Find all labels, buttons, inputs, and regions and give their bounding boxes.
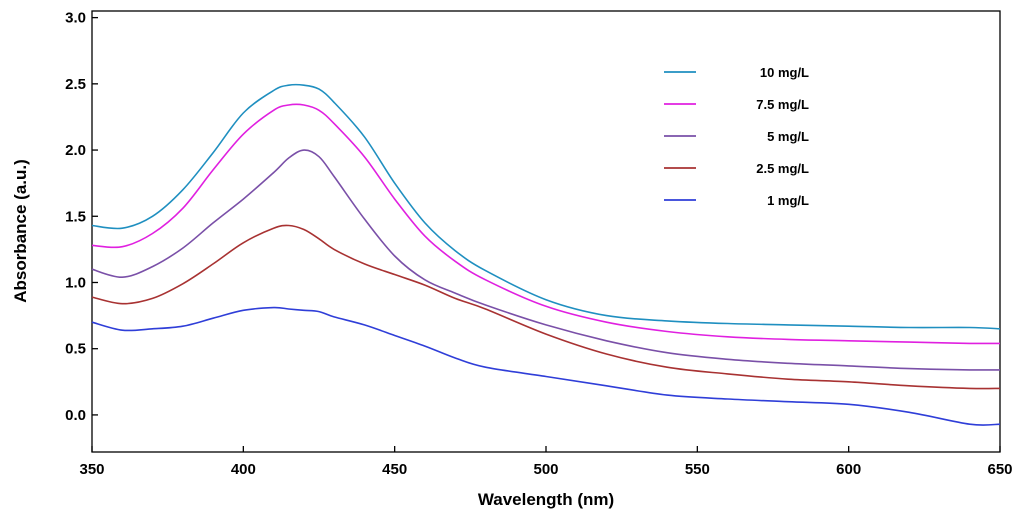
legend-label: 5 mg/L xyxy=(767,129,809,144)
x-tick-label: 400 xyxy=(231,461,256,478)
x-tick-label: 350 xyxy=(79,461,104,478)
series-lines xyxy=(91,83,1001,426)
legend-label: 7.5 mg/L xyxy=(756,97,809,112)
x-tick-label: 450 xyxy=(382,461,407,478)
y-tick-label: 2.0 xyxy=(65,142,86,159)
series-line-7-5-mg-l xyxy=(91,103,1001,345)
x-tick-label: 550 xyxy=(685,461,710,478)
y-axis: 0.0 0.5 1.0 1.5 2.0 2.5 3.0 xyxy=(65,10,98,424)
legend-label: 2.5 mg/L xyxy=(756,161,809,176)
x-tick-label: 650 xyxy=(987,461,1012,478)
x-tick-label: 600 xyxy=(836,461,861,478)
y-tick-label: 0.0 xyxy=(65,407,86,424)
series-line-10-mg-l xyxy=(91,83,1001,330)
y-tick-label: 0.5 xyxy=(65,341,86,358)
series-line-1-mg-l xyxy=(91,306,1001,426)
legend-label: 1 mg/L xyxy=(767,193,809,208)
x-tick-label: 500 xyxy=(533,461,558,478)
series-line-2-5-mg-l xyxy=(91,224,1001,390)
y-tick-label: 1.5 xyxy=(65,208,86,225)
y-axis-title: Absorbance (a.u.) xyxy=(11,159,30,303)
series-line-5-mg-l xyxy=(91,149,1001,371)
y-tick-label: 1.0 xyxy=(65,274,86,291)
plot-frame xyxy=(91,10,1001,453)
y-tick-label: 3.0 xyxy=(65,10,86,27)
x-axis-title: Wavelength (nm) xyxy=(478,490,614,509)
legend: 10 mg/L 7.5 mg/L 5 mg/L 2.5 mg/L 1 mg/L xyxy=(664,65,809,208)
y-tick-label: 2.5 xyxy=(65,76,86,93)
legend-label: 10 mg/L xyxy=(760,65,809,80)
x-axis: 350 400 450 500 550 600 650 xyxy=(79,446,1013,478)
